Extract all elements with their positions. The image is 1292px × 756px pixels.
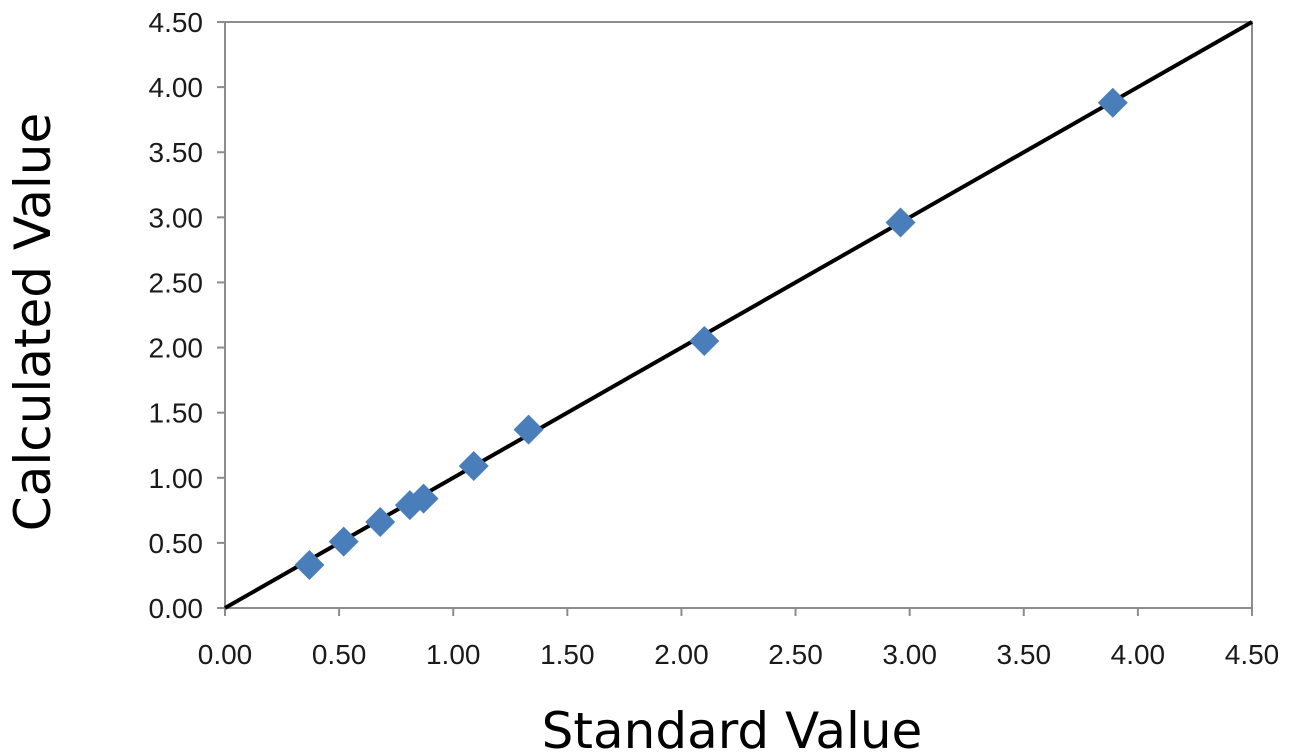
data-point-diamond xyxy=(689,326,720,357)
y-axis-title: Calculated Value xyxy=(4,113,62,531)
data-point-diamond xyxy=(365,507,396,538)
x-tick-label: 3.50 xyxy=(997,639,1052,670)
x-tick-label: 2.00 xyxy=(654,639,709,670)
x-axis-title: Standard Value xyxy=(542,702,923,756)
data-point-diamond xyxy=(328,526,359,557)
x-tick-label: 1.50 xyxy=(540,639,595,670)
x-tick-label: 0.00 xyxy=(198,639,253,670)
y-tick-label: 2.00 xyxy=(149,333,204,364)
x-tick-label: 4.50 xyxy=(1225,639,1280,670)
x-tick-label: 3.00 xyxy=(882,639,937,670)
data-point-diamond xyxy=(408,483,439,514)
y-tick-label: 1.50 xyxy=(149,398,204,429)
plot-area-frame xyxy=(224,21,1253,609)
y-tick-label: 0.50 xyxy=(149,528,204,559)
reference-line xyxy=(224,20,1253,610)
y-tick-label: 2.50 xyxy=(149,267,204,298)
x-tick-label: 0.50 xyxy=(312,639,367,670)
x-axis-ticks: 0.00 0.50 1.00 1.50 2.00 2.50 3.00 3.50 4.00 4.50 xyxy=(198,608,1280,670)
y-tick-label: 4.50 xyxy=(149,7,204,38)
data-point-diamond xyxy=(294,550,325,581)
data-point-diamond xyxy=(885,207,916,238)
y-tick-label: 3.50 xyxy=(149,137,204,168)
y-tick-label: 1.00 xyxy=(149,463,204,494)
y-tick-label: 0.00 xyxy=(149,593,204,624)
data-point-diamond xyxy=(458,451,489,482)
x-tick-label: 2.50 xyxy=(768,639,823,670)
x-tick-label: 4.00 xyxy=(1111,639,1166,670)
reference-line-layer xyxy=(224,20,1253,610)
data-point-diamond xyxy=(513,414,544,445)
data-points xyxy=(294,87,1128,581)
y-tick-label: 3.00 xyxy=(149,202,204,233)
y-axis-ticks: 0.00 0.50 1.00 1.50 2.00 2.50 3.00 3.50 4.00 4.50 xyxy=(149,7,225,624)
x-tick-label: 1.00 xyxy=(426,639,481,670)
y-tick-label: 4.00 xyxy=(149,72,204,103)
data-point-diamond xyxy=(1097,87,1128,118)
